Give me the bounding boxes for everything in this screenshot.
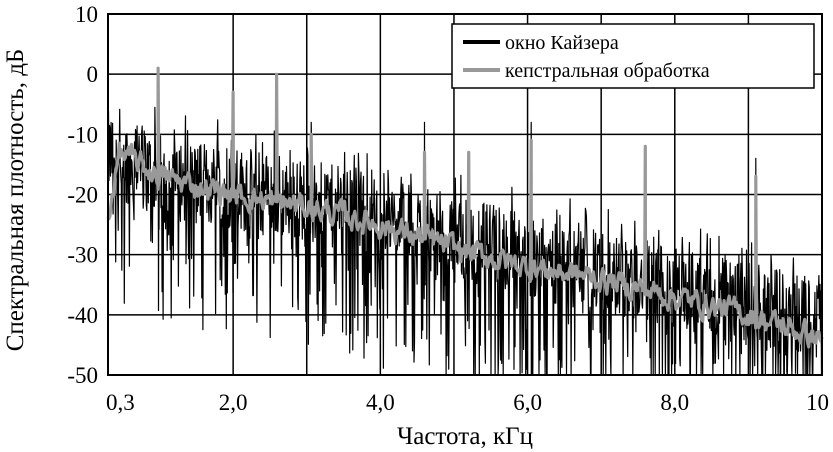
series-line-cepstral-processing — [106, 66, 824, 349]
series-line-kaiser-window — [107, 67, 823, 376]
legend-label-kaiser: окно Кайзера — [505, 32, 619, 54]
legend-label-cepstral: кепстральная обработка — [505, 60, 710, 82]
x-tick-label: 4,0 — [366, 390, 395, 415]
x-axis-title: Частота, кГц — [397, 423, 533, 450]
x-tick-label: 0,3 — [106, 390, 135, 415]
y-tick-label: -10 — [67, 122, 98, 147]
tick-labels: 10 0 -10 -20 -30 -40 -50 0,3 2,0 4,0 6,0 8,0 10 — [67, 2, 829, 415]
y-tick-label: -20 — [67, 183, 98, 208]
legend-box — [451, 23, 815, 89]
y-tick-label: 0 — [87, 62, 99, 87]
y-tick-label: -50 — [67, 363, 98, 388]
x-tick-label: 6,0 — [513, 390, 542, 415]
y-tick-label: -40 — [67, 303, 98, 328]
x-tick-label: 10 — [806, 390, 829, 415]
legend: окно Кайзера кепстральная обработка — [451, 23, 815, 89]
x-tick-label: 8,0 — [660, 390, 689, 415]
plot-frame — [107, 13, 823, 376]
y-tick-label: 10 — [75, 2, 98, 27]
x-tick-label: 2,0 — [219, 390, 248, 415]
y-tick-label: -30 — [67, 243, 98, 268]
series-layer — [106, 66, 824, 376]
y-axis-title: Спектральная плотность, дБ — [2, 49, 29, 352]
